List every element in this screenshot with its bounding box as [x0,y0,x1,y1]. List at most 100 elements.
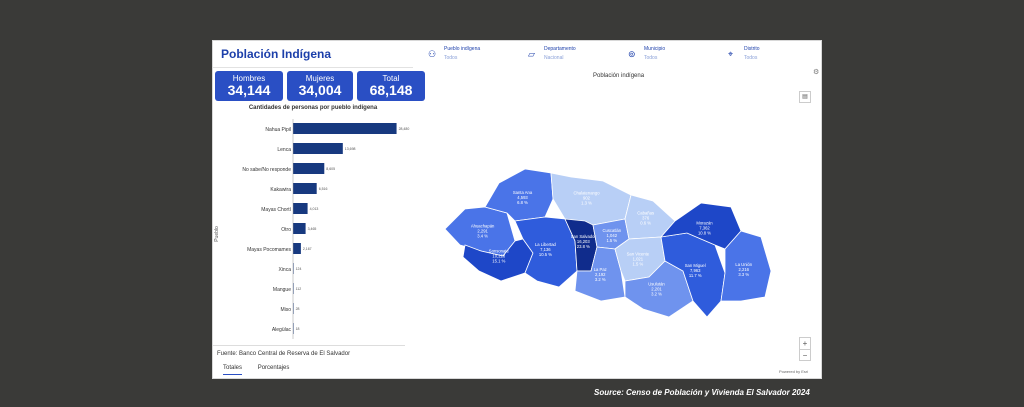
department-name: Chalatenango [573,191,600,196]
department-value: 2,291 [477,228,488,233]
zoom-controls: + − [799,337,811,361]
zoom-out-button[interactable]: − [802,351,808,360]
filter-value: Todos [644,55,658,61]
filter-value: Nacional [544,55,564,61]
department-name: Cuscatlán [602,228,621,233]
category-label: Alegülac [272,327,292,333]
category-label: Mangue [273,287,291,293]
bar[interactable] [293,143,343,154]
category-label: Xinca [278,267,291,273]
bar[interactable] [293,203,308,214]
department-value: 2,192 [595,272,606,277]
gear-icon[interactable]: ⚙ [813,69,820,76]
location-icon: ⌖ [728,49,734,59]
bar[interactable] [293,163,325,174]
department-name: La Unión [735,262,752,267]
bar-chart: Nahua Pipil 28,480 Lenca 13,698 No sabe/No r… [242,119,410,339]
dashboard-title: Población Indígena [221,47,332,61]
department-percent: 11.7 % [689,273,702,278]
department-name: San Miguel [685,263,706,268]
powered-by: Powered by Esri [779,369,809,374]
department-percent: 3.3 % [738,272,749,277]
dashboard-panel: Población Indígena Hombres 34,144 Mujere… [212,40,822,379]
filter-value: Todos [444,55,458,61]
category-label: No sabe/No responde [242,167,291,173]
department-percent: 6.8 % [517,200,528,205]
department-percent: 10.8 % [698,230,711,235]
value-label: 18 [296,327,300,331]
kpi-hombres: Hombres 34,144 [215,71,283,101]
kpi-total: Total 68,148 [357,71,425,101]
value-label: 28,480 [399,127,410,131]
bar[interactable] [293,263,294,274]
department-percent: 3.4 % [477,233,488,238]
region-chalatenango[interactable] [550,172,632,226]
region-la-union[interactable] [720,230,772,302]
department-percent: 10.5 % [539,252,552,257]
zoom-in-button[interactable]: + [800,338,810,350]
department-value: 7,963 [690,268,701,273]
image-caption: Source: Censo de Población y Vivienda El… [594,388,810,397]
category-label: Kakawira [270,187,291,193]
department-name: La Paz [594,267,607,272]
department-percent: 1.5 % [632,261,643,266]
bar[interactable] [293,223,306,234]
value-label: 124 [296,267,302,271]
layers-icon[interactable]: ▤ [799,91,811,103]
kpi-label: Mujeres [305,74,335,83]
value-label: 6,516 [319,187,328,191]
category-label: Mayas Chortí [261,207,291,213]
bar[interactable] [293,323,294,334]
department-value: 376 [642,216,650,221]
department-name: Santa Ana [513,190,533,195]
department-percent: 3.2 % [651,291,662,296]
department-value: 2,216 [739,267,750,272]
bar[interactable] [293,183,317,194]
department-value: 2,201 [651,286,662,291]
department-name: Cabañas [637,211,654,216]
bar[interactable] [293,283,294,294]
department-name: La Libertad [535,242,557,247]
department-percent: 15.1 % [492,259,505,264]
source-note: Fuente: Banco Central de Reserva de El S… [217,351,351,357]
bar[interactable] [293,123,397,134]
department-value: 902 [583,196,591,201]
filter-label: Pueblo indígena [444,46,481,52]
department-name: Sonsonate [489,249,510,254]
department-name: Ahuachapán [471,223,495,228]
department-value: 1,042 [607,233,618,238]
value-label: 8,605 [326,167,335,171]
value-label: 112 [296,287,302,291]
kpi-label: Total [382,74,400,83]
department-value: 16,203 [577,239,590,244]
filter-label: Distrito [744,46,760,52]
department-percent: 23.8 % [577,244,590,249]
filter-label: Departamento [544,46,576,52]
bar[interactable] [293,243,301,254]
value-label: 3,465 [308,227,317,231]
bar[interactable] [293,303,294,314]
tab-porcentajes[interactable]: Porcentajes [257,365,290,371]
department-name: San Vicente [627,251,650,256]
department-name: San Salvador [571,234,597,239]
kpi-value: 34,004 [298,82,342,98]
department-percent: 0.6 % [640,221,651,226]
kpi-row: Hombres 34,144 Mujeres 34,004 Total 68,1… [215,71,425,101]
department-value: 4,593 [517,195,528,200]
category-label: Lenca [277,147,291,153]
kpi-label: Hombres [232,74,266,83]
kpi-value: 34,144 [227,82,271,98]
category-label: Miso [280,307,291,313]
department-percent: 3.2 % [595,277,606,282]
title-divider [213,67,413,68]
chart-title: Cantidades de personas por pueblo indíge… [248,105,378,111]
source-divider [213,345,405,346]
kpi-mujeres: Mujeres 34,004 [287,71,353,101]
tab-totales[interactable]: Totales [223,365,243,375]
department-value: 1,021 [633,256,644,261]
map-pin-icon: ⊚ [628,49,636,59]
map-region-icon: ▱ [528,49,535,59]
category-label: Mayas Pocomames [247,247,291,253]
